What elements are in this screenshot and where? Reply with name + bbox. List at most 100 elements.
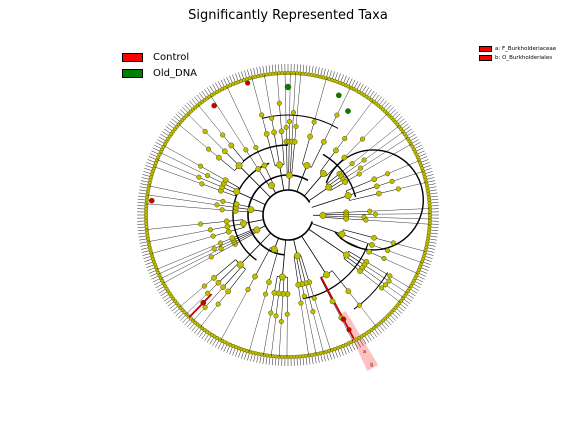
clade-node (303, 161, 311, 169)
branch-arc (302, 243, 369, 300)
clade-node (290, 109, 297, 116)
branch-ray (257, 168, 270, 187)
branch-ray (200, 165, 226, 181)
clade-node (325, 183, 333, 191)
clade-node (217, 240, 223, 246)
highlight-letter-b: b (370, 362, 373, 368)
clade-node (385, 247, 391, 254)
figure-title: Significantly Represented Taxa (188, 8, 388, 23)
branch-ray (263, 312, 272, 355)
clade-node (295, 281, 302, 288)
control-node (148, 197, 155, 204)
legend-swatch-old-dna (122, 68, 143, 78)
branch-ray (146, 223, 201, 230)
branch-ray (268, 250, 279, 283)
clade-node (278, 318, 284, 325)
old-dna-node (335, 92, 342, 99)
clade-node (235, 162, 243, 170)
clade-node (199, 181, 205, 187)
legend-item-control: Control (122, 49, 197, 65)
clade-node (225, 288, 232, 295)
branch-ray (322, 216, 347, 220)
branch-ray (158, 248, 215, 275)
clade-node (221, 148, 228, 155)
branch-ray (341, 159, 365, 177)
branch-ray (348, 291, 360, 306)
clade-node (225, 228, 232, 235)
clade-node (233, 188, 241, 196)
clade-node (197, 163, 204, 169)
clade-node (252, 273, 258, 280)
clade-node (342, 179, 348, 185)
branch-ray (311, 223, 343, 235)
clade-node (298, 300, 304, 306)
branch-ray (340, 238, 370, 252)
branch-ray (348, 251, 367, 263)
clade-node (220, 198, 226, 204)
branch-ray (198, 104, 223, 136)
clade-node (271, 129, 277, 136)
clade-node (211, 246, 217, 252)
clade-node (311, 295, 317, 301)
branch-ray (239, 232, 271, 265)
branch-ray (378, 188, 399, 194)
branch-ray (156, 242, 221, 270)
clade-node (278, 128, 285, 135)
clade-node (319, 211, 327, 219)
branch-ray (320, 150, 337, 172)
branch-ray (323, 115, 338, 142)
branch-ray (304, 296, 317, 355)
biomarker-highlight-wedge (340, 311, 379, 371)
clade-node (333, 147, 339, 154)
clade-node (343, 251, 350, 259)
clade-node (253, 226, 261, 234)
branch-ray (385, 284, 404, 298)
clade-node (286, 118, 293, 125)
clade-node (356, 302, 362, 308)
clade-node (266, 279, 272, 286)
biomarker-legend-item-a: a: F_Burkholderiaceae (479, 44, 556, 53)
clade-node (276, 100, 282, 106)
branch-ray (235, 231, 258, 245)
control-node (200, 299, 207, 306)
clade-node (271, 289, 278, 296)
branch-ray (157, 159, 199, 178)
clade-node (219, 207, 225, 213)
branch-ray (216, 204, 237, 208)
clade-node (301, 293, 307, 299)
clade-node (270, 245, 278, 253)
branch-ray (314, 298, 331, 351)
clade-node (389, 178, 395, 184)
branch-ray (188, 293, 213, 318)
branch-ray (187, 114, 206, 132)
branch-ray (398, 182, 427, 190)
branch-ray (214, 239, 234, 249)
clade-node (323, 271, 330, 279)
clade-node (358, 165, 364, 171)
branch-ray (293, 73, 296, 113)
branch-ray (238, 165, 271, 198)
branch-ray (305, 283, 314, 312)
branch-ray (270, 292, 275, 313)
branch-ray (387, 250, 422, 263)
branch-ray (388, 280, 407, 293)
clade-node (361, 157, 367, 163)
branch-ray (346, 179, 375, 192)
branch-ray (291, 141, 295, 176)
branch-ray (322, 212, 347, 214)
branch-ray (186, 293, 208, 315)
clade-node (222, 177, 229, 184)
branch-ray (298, 255, 306, 284)
biomarker-highlight-layer (340, 311, 379, 371)
clade-node (373, 183, 380, 190)
clade-node (283, 124, 289, 130)
clade-node (276, 161, 284, 169)
branch-ray (193, 307, 206, 321)
branch-ray (154, 166, 202, 185)
branch-ray (364, 264, 390, 282)
branch-ray (320, 278, 333, 302)
branch-ray (249, 294, 266, 352)
highlight-letter-a: a (363, 349, 366, 355)
clade-node (273, 313, 279, 319)
